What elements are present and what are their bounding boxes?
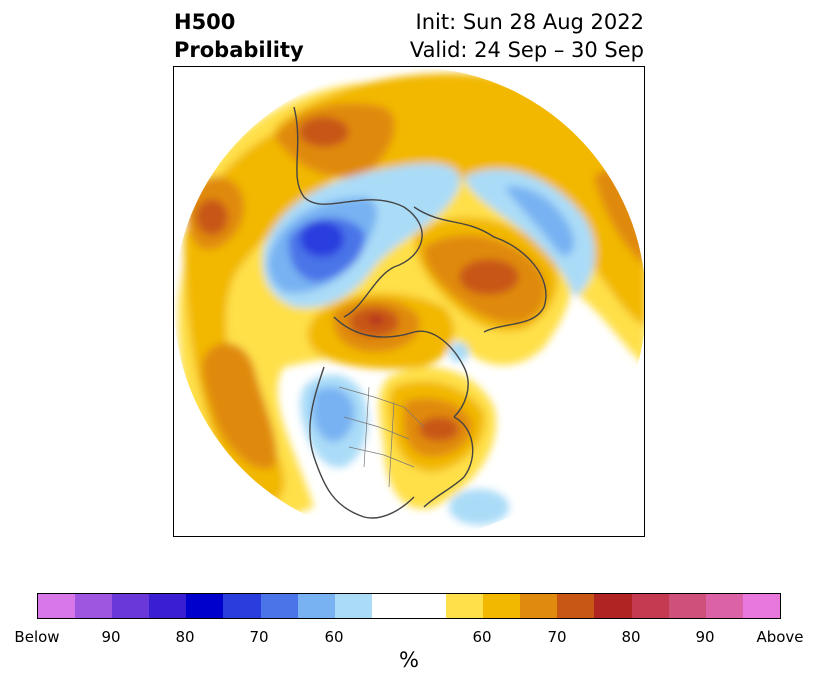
- colorbar-cell: [520, 594, 558, 618]
- colorbar-tick-label: 70: [249, 628, 269, 646]
- colorbar-cell: [223, 594, 261, 618]
- colorbar-cell: [75, 594, 113, 618]
- below-normal-arctic: [464, 169, 595, 297]
- colorbar-tick-label: 80: [621, 628, 641, 646]
- colorbar-tick-label: Above: [756, 628, 804, 646]
- above-normal-asia-core: [459, 259, 519, 295]
- map-panel: [173, 66, 645, 537]
- colorbar-cell: [408, 594, 447, 618]
- above-normal-pacific-center: [202, 343, 277, 469]
- colorbar-cell: [186, 594, 224, 618]
- colorbar-cell: [112, 594, 150, 618]
- coastline-eastern-us: [423, 416, 474, 508]
- coastline-north-america: [309, 366, 415, 519]
- below-normal-western-us-center: [312, 387, 355, 442]
- colorbar-tick-label: 90: [695, 628, 715, 646]
- us-state-borders: [338, 386, 425, 488]
- below-normal-pacific: [449, 342, 469, 362]
- colorbar-tick-label: 60: [324, 628, 344, 646]
- below-normal-arctic-mid: [504, 186, 575, 256]
- coastline-europe: [413, 206, 547, 333]
- colorbar-cell: [38, 594, 76, 618]
- colorbar-cell: [742, 594, 780, 618]
- colorbar-cell: [334, 594, 372, 618]
- colorbar-cell: [668, 594, 706, 618]
- map-dates: Init: Sun 28 Aug 2022 Valid: 24 Sep – 30…: [410, 8, 644, 64]
- above-normal-europe-core: [299, 117, 349, 147]
- probability-map: [178, 73, 644, 536]
- colorbar-cell: [371, 594, 409, 618]
- colorbar-unit: %: [399, 648, 419, 672]
- above-normal-eastern-us-core: [419, 417, 459, 441]
- colorbar-cell: [149, 594, 187, 618]
- coastline-canada: [333, 316, 469, 418]
- title-line-variable: H500: [174, 10, 236, 34]
- colorbar-tick-label: 80: [175, 628, 195, 646]
- coastlines: [293, 106, 547, 519]
- probability-colorbar: [37, 593, 781, 619]
- colorbar-cell: [446, 594, 484, 618]
- colorbar-cell: [557, 594, 595, 618]
- colorbar-tick-label: 60: [472, 628, 492, 646]
- colorbar-cell: [483, 594, 521, 618]
- below-normal-atlantic: [449, 489, 509, 525]
- colorbar-cell: [594, 594, 632, 618]
- above-normal-west-core: [196, 199, 228, 235]
- colorbar-tick-label: 70: [547, 628, 567, 646]
- title-line-probability: Probability: [174, 38, 304, 62]
- coastline-asia: [293, 106, 423, 318]
- colorbar-cell: [260, 594, 298, 618]
- init-date: Init: Sun 28 Aug 2022: [415, 10, 644, 34]
- colorbar-cell: [631, 594, 669, 618]
- below-normal-siberia-core: [300, 221, 344, 257]
- valid-range: Valid: 24 Sep – 30 Sep: [409, 38, 644, 62]
- above-normal-canada-peak: [369, 316, 383, 324]
- colorbar-tick-label: Below: [14, 628, 60, 646]
- colorbar-cell: [705, 594, 743, 618]
- map-title: H500 Probability: [174, 8, 304, 64]
- border-line: [338, 386, 425, 488]
- colorbar-cell: [297, 594, 335, 618]
- colorbar-tick-label: 90: [101, 628, 121, 646]
